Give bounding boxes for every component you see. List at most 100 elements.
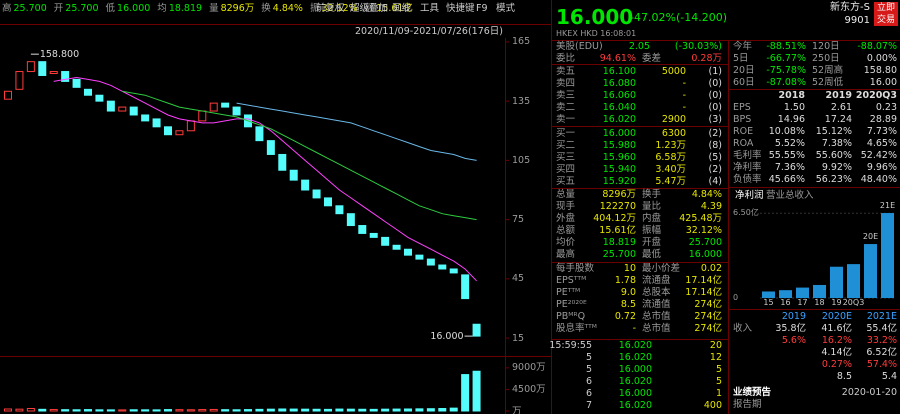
candle bbox=[72, 78, 81, 88]
fin-header: 2019 bbox=[825, 89, 852, 101]
annotation: 158.800 bbox=[39, 48, 80, 60]
stat-value: - bbox=[632, 322, 636, 334]
moving-average bbox=[122, 90, 477, 221]
stat-value: 17.14亿 bbox=[685, 274, 722, 286]
candle bbox=[141, 114, 150, 122]
fin-header: 2018 bbox=[778, 89, 805, 101]
tab[interactable]: 营业总收入 bbox=[766, 189, 814, 201]
tab[interactable]: 净利润 bbox=[735, 189, 764, 201]
stat-label: 每手股数 bbox=[556, 262, 595, 274]
fin-label: 净利率 bbox=[733, 161, 762, 173]
forecast-value: 5.6% bbox=[781, 334, 806, 346]
quote-value: 32.12% bbox=[321, 2, 358, 14]
quote-label: 开 bbox=[53, 2, 64, 14]
volume-bar bbox=[141, 409, 150, 412]
fin-value: 55.55% bbox=[768, 149, 805, 161]
trade-button-bg[interactable] bbox=[874, 2, 898, 26]
stock-code: 9901 bbox=[844, 15, 870, 26]
y-tick-label: 万 bbox=[512, 405, 522, 414]
volume-bar bbox=[324, 408, 332, 412]
stat-value: 404.12万 bbox=[593, 212, 636, 224]
book-count: (0) bbox=[708, 101, 722, 113]
fin-value: 17.24 bbox=[824, 113, 852, 125]
fin-value: 9.92% bbox=[821, 161, 852, 173]
book-count: (5) bbox=[708, 151, 722, 163]
candle bbox=[198, 110, 207, 122]
candle bbox=[38, 61, 47, 76]
trade-price: 16.020 bbox=[618, 339, 652, 351]
stat-value: 274亿 bbox=[694, 322, 722, 334]
stat-label: 股息率ᵀᵀᴹ bbox=[556, 322, 597, 334]
fin-value: 56.23% bbox=[815, 173, 852, 185]
x-tick-label: 18 bbox=[814, 298, 825, 307]
fin-header: 2020Q3 bbox=[855, 89, 897, 101]
volume-bar bbox=[175, 409, 184, 412]
menu-item[interactable]: 模式 bbox=[496, 2, 516, 14]
perf-label: 120日 bbox=[812, 40, 840, 52]
trade-button[interactable]: 立即 bbox=[876, 2, 896, 13]
menu-item[interactable]: 快捷键 bbox=[446, 2, 475, 14]
quote-value: 8296万 bbox=[220, 2, 255, 14]
stat-label: EPSᵀᵀᴹ bbox=[556, 274, 587, 286]
forecast-header: 2020E bbox=[821, 310, 852, 322]
book-volume: 2900 bbox=[661, 113, 686, 125]
x-tick-label: 17 bbox=[797, 298, 808, 307]
menu-item[interactable]: 超级叠加 bbox=[350, 2, 389, 14]
stat-value: 274亿 bbox=[694, 310, 722, 322]
change-pct: -47.02% bbox=[630, 10, 676, 24]
trade-time: 6 bbox=[585, 375, 592, 387]
volume-bar bbox=[84, 409, 92, 412]
forecast-value: 33.2% bbox=[866, 334, 897, 346]
fin-value: 52.42% bbox=[860, 149, 897, 161]
perf-label: 60日 bbox=[733, 76, 755, 88]
stat-value: 0.02 bbox=[700, 262, 722, 274]
menu-item[interactable]: 前复权 bbox=[316, 2, 345, 14]
stat-value: 32.12% bbox=[685, 224, 722, 236]
candle bbox=[289, 169, 298, 181]
volume-bar bbox=[106, 409, 115, 412]
trade-price: 16.020 bbox=[618, 399, 652, 411]
stat-value: 8.5 bbox=[620, 298, 636, 310]
candle bbox=[266, 140, 275, 155]
perf-label: 今年 bbox=[733, 40, 753, 52]
menu-item[interactable]: F9 bbox=[476, 2, 488, 14]
stat-label: 总市值 bbox=[642, 310, 671, 322]
stat-label: 总额 bbox=[556, 224, 576, 236]
volume-bar bbox=[449, 407, 458, 412]
volume-bar bbox=[61, 409, 70, 412]
forecast-value: 8.5 bbox=[836, 370, 852, 382]
forecast-header: 2021E bbox=[866, 310, 897, 322]
book-label: 卖五 bbox=[556, 65, 576, 77]
perf-label: 52周高 bbox=[812, 64, 844, 76]
perf-label: 20日 bbox=[733, 64, 755, 76]
volume-bar bbox=[186, 409, 195, 412]
book-price: 15.980 bbox=[602, 139, 636, 151]
label: 委差 bbox=[642, 52, 662, 64]
candle bbox=[175, 130, 184, 136]
stat-value: 9.0 bbox=[620, 286, 636, 298]
menu-item[interactable]: 画线 bbox=[392, 2, 412, 14]
candle bbox=[232, 106, 241, 116]
trade-button[interactable]: 交易 bbox=[876, 14, 896, 25]
stat-value: 17.14亿 bbox=[685, 286, 722, 298]
fin-value: 28.89 bbox=[869, 113, 897, 125]
menu-item[interactable]: 工具 bbox=[420, 2, 440, 14]
perf-value: 158.80 bbox=[863, 64, 897, 76]
stat-label: 现手 bbox=[556, 200, 576, 212]
book-price: 15.960 bbox=[602, 151, 636, 163]
fin-label: ROA bbox=[733, 137, 754, 149]
volume-bar bbox=[358, 408, 367, 412]
candle bbox=[129, 106, 138, 116]
candle bbox=[369, 232, 378, 238]
perf-label: 5日 bbox=[733, 52, 749, 64]
book-count: (0) bbox=[708, 77, 722, 89]
fin-label: ROE bbox=[733, 125, 754, 137]
volume-bar bbox=[369, 408, 378, 412]
trade-time: 6 bbox=[585, 387, 592, 399]
candle bbox=[472, 323, 481, 337]
x-tick-label: 16 bbox=[780, 298, 791, 307]
forecast-value: 0.27% bbox=[821, 358, 852, 370]
book-price: 16.060 bbox=[602, 89, 636, 101]
stat-label: 总量 bbox=[556, 188, 576, 200]
